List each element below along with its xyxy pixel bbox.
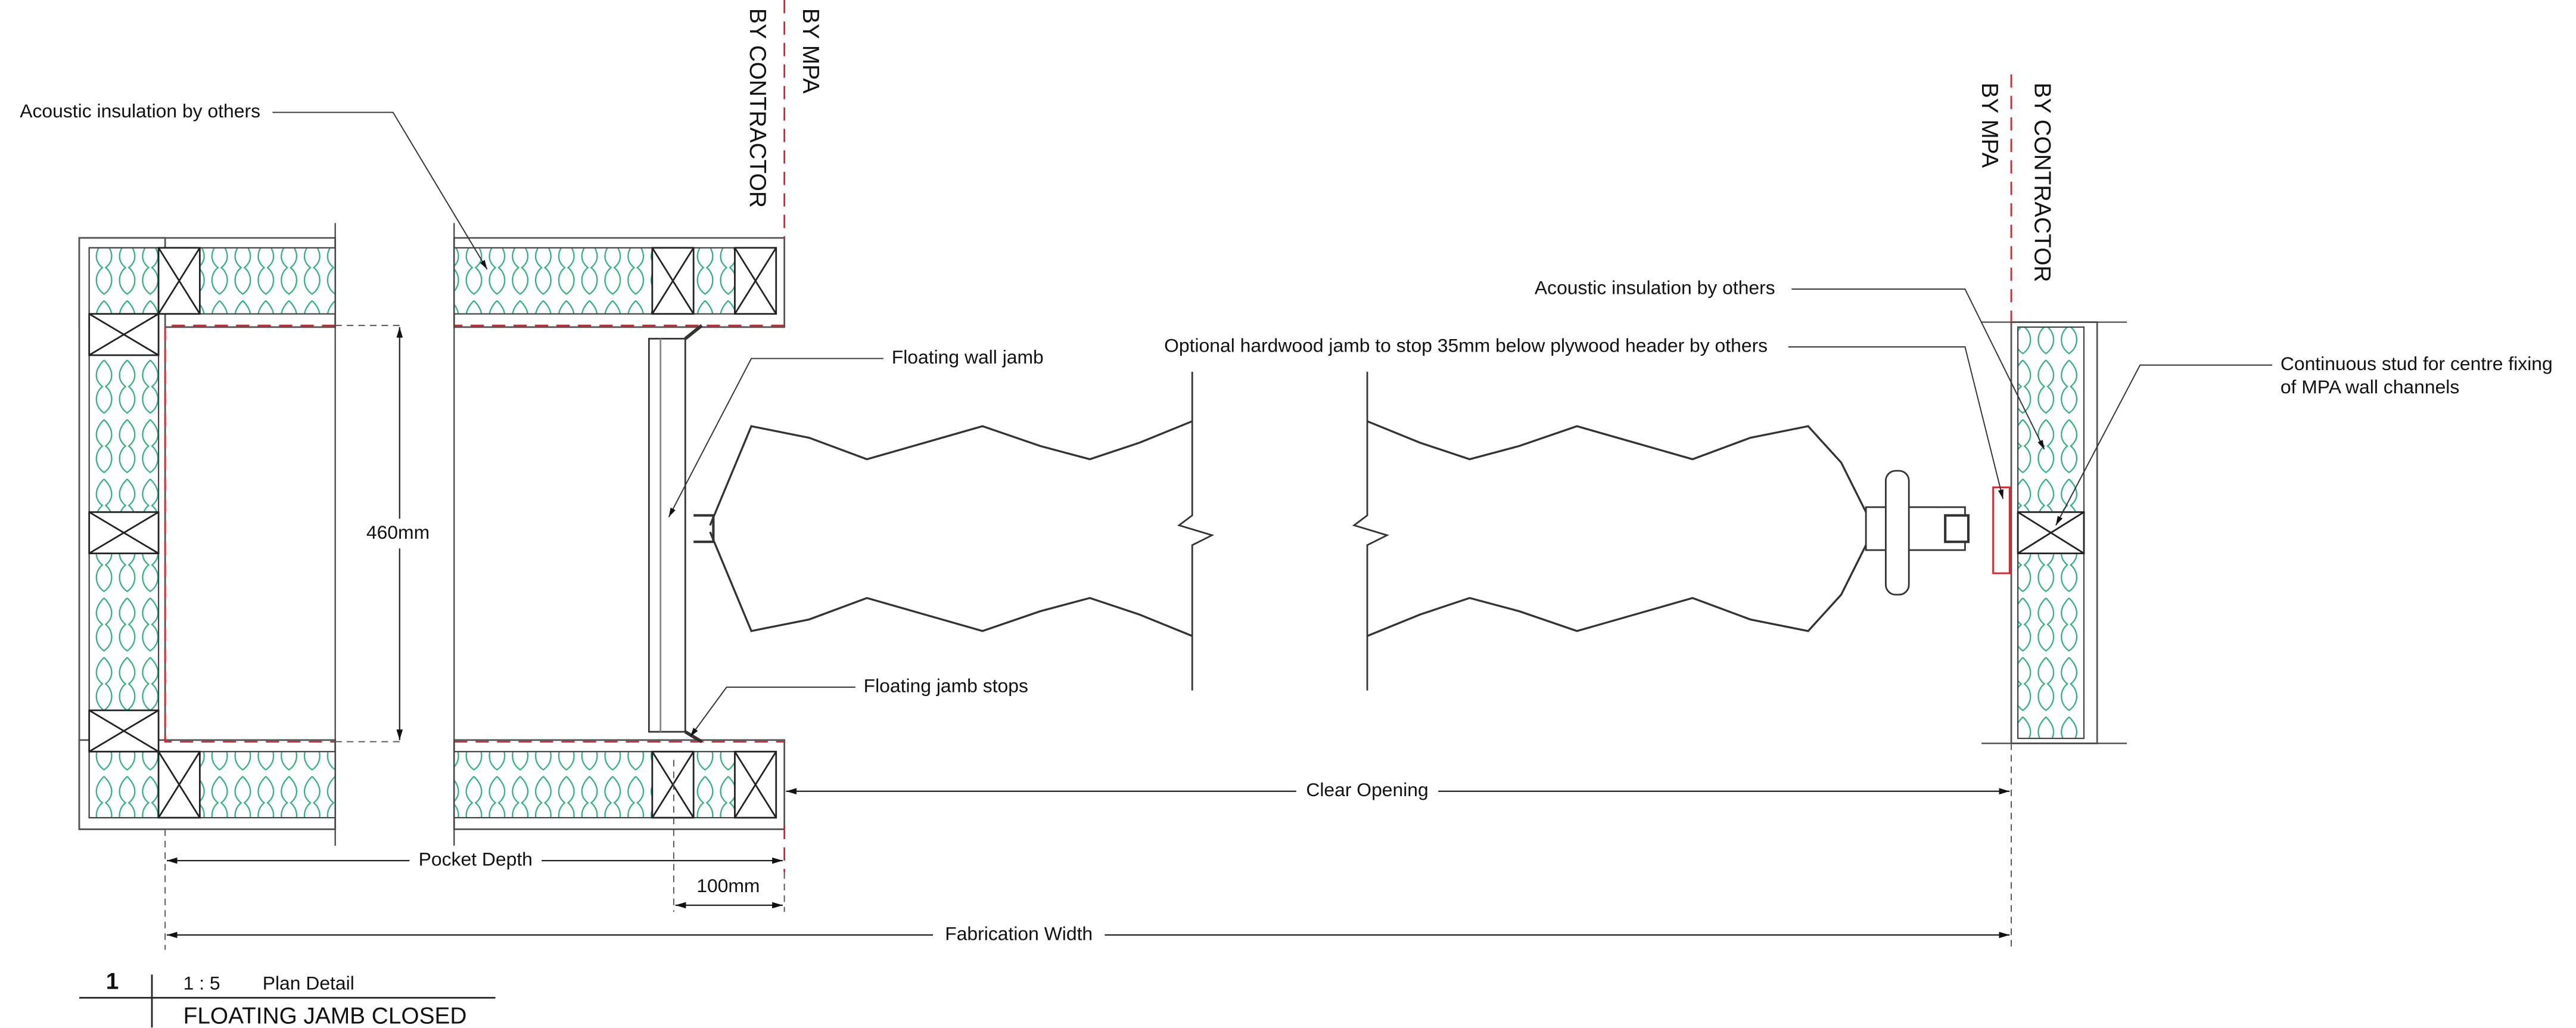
callout: of MPA wall channels xyxy=(2281,376,2459,397)
view-number: 1 xyxy=(106,969,119,995)
callout: Acoustic insulation by others xyxy=(20,100,260,122)
dimension-label: Pocket Depth xyxy=(419,849,533,870)
dimension-label: 460mm xyxy=(366,521,430,543)
callouts: Acoustic insulation by others Floating w… xyxy=(20,100,2552,697)
view-scale: 1 : 5 xyxy=(183,972,220,993)
dimension-label: Clear Opening xyxy=(1306,779,1428,800)
extension-lines xyxy=(164,325,2012,950)
boundary-label: BY MPA xyxy=(1977,83,2002,168)
boundary-labels: BY MPA BY CONTRACTOR BY CONTRACTOR BY MP… xyxy=(745,8,2055,282)
view-title: FLOATING JAMB CLOSED xyxy=(183,1004,467,1028)
pocket-wall xyxy=(78,223,785,846)
callout: Floating wall jamb xyxy=(892,346,1044,368)
door-leaves xyxy=(693,371,1970,691)
dimension-label: 100mm xyxy=(696,875,760,896)
dimension-labels: 460mm Clear Opening Pocket Depth 100mm F… xyxy=(360,518,1439,950)
boundary-label: BY CONTRACTOR xyxy=(745,8,770,208)
dimension-lines xyxy=(166,327,2010,939)
receiving-wall xyxy=(1981,321,2127,744)
view-type: Plan Detail xyxy=(263,972,354,993)
title-block: 1 1 : 5 Plan Detail FLOATING JAMB CLOSED xyxy=(79,969,496,1028)
callout: Continuous stud for centre fixing xyxy=(2281,353,2553,374)
callout: Floating jamb stops xyxy=(864,675,1028,697)
boundary-lines xyxy=(783,0,2012,872)
callout: Acoustic insulation by others xyxy=(1535,277,1775,299)
dimension-label: Fabrication Width xyxy=(945,923,1093,944)
boundary-label: BY CONTRACTOR xyxy=(2030,83,2055,282)
boundary-label: BY MPA xyxy=(798,8,823,94)
callout: Optional hardwood jamb to stop 35mm belo… xyxy=(1164,335,1768,356)
leaders xyxy=(272,111,2272,737)
